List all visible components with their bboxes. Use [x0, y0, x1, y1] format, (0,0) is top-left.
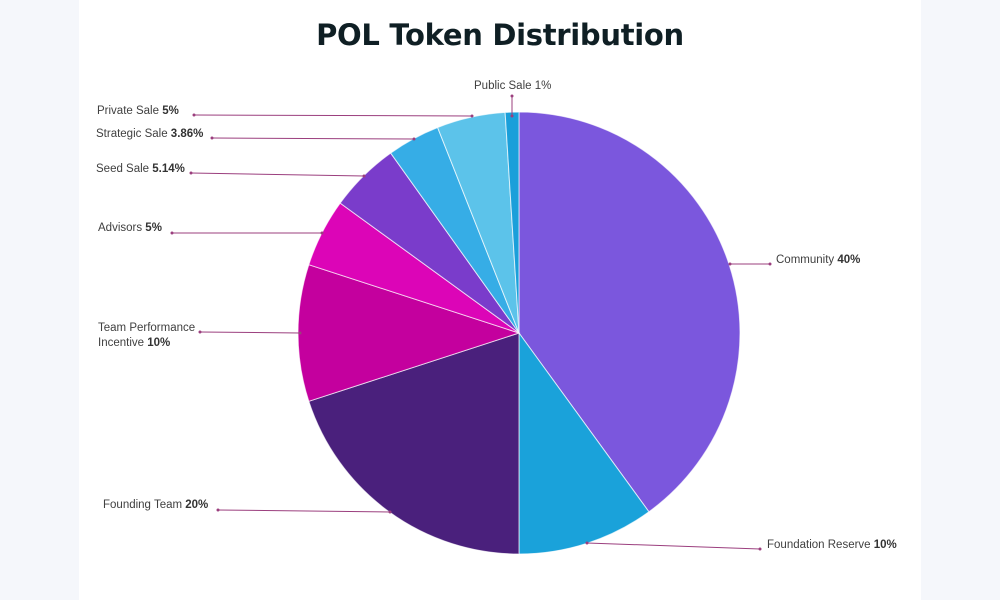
leader-dot	[170, 231, 174, 235]
slice-label-name-line2: Incentive	[98, 337, 148, 349]
leader-line	[199, 331, 301, 334]
leader-line	[586, 542, 761, 550]
leader-dot	[388, 510, 392, 514]
slice-label-team-performance: Team Performance Incentive 10%	[98, 321, 195, 351]
slice-label-name: Seed Sale	[96, 163, 153, 175]
slice-label-private-sale: Private Sale 5%	[97, 104, 179, 119]
leader-dot	[298, 331, 302, 335]
slice-label-percent: 20%	[185, 499, 209, 511]
leader-line	[190, 172, 365, 177]
leader-dot	[189, 171, 193, 175]
slice-label-public-sale: Public Sale 1%	[474, 79, 551, 94]
slice-label-percent: 10%	[147, 337, 171, 349]
slice-label-percent: 10%	[873, 539, 897, 551]
slice-label-percent: 40%	[837, 254, 861, 266]
slice-label-seed-sale: Seed Sale 5.14%	[96, 162, 185, 177]
leader-line	[217, 509, 391, 513]
slice-label-name: Founding Team	[103, 499, 186, 511]
leader-dot	[728, 262, 732, 266]
leader-dot	[216, 508, 220, 512]
slice-label-percent: 5.14%	[152, 163, 185, 175]
slice-label-percent: 5%	[145, 222, 162, 234]
leader-line	[211, 137, 415, 140]
slice-label-name: Public Sale 1%	[474, 80, 552, 92]
chart-title: POL Token Distribution	[316, 18, 684, 52]
leader-line	[193, 114, 473, 117]
slice-label-percent: 3.86%	[170, 128, 204, 140]
slice-label-foundation-reserve: Foundation Reserve 10%	[767, 538, 897, 553]
slice-label-name: Team Performance	[98, 322, 196, 334]
leader-dot	[758, 547, 762, 551]
leader-dot	[320, 231, 324, 235]
slice-label-name: Strategic Sale	[96, 128, 171, 140]
leader-dot	[412, 137, 416, 141]
leader-dot	[768, 262, 772, 266]
slice-label-percent: 5%	[162, 105, 179, 117]
slice-label-strategic-sale: Strategic Sale 3.86%	[96, 127, 203, 142]
leader-dot	[192, 113, 196, 117]
leader-dot	[470, 114, 474, 118]
leader-dot	[198, 330, 202, 334]
slice-label-name: Foundation Reserve	[767, 539, 874, 551]
leader-dot	[210, 136, 214, 140]
leader-dot	[585, 541, 589, 545]
slice-label-advisors: Advisors 5%	[98, 221, 162, 236]
leader-dot	[510, 114, 514, 118]
leader-dot	[362, 174, 366, 178]
slice-label-name: Advisors	[98, 222, 146, 234]
slice-label-founding-team: Founding Team 20%	[103, 498, 208, 513]
slice-label-name: Community	[776, 254, 838, 266]
slice-label-name: Private Sale	[97, 105, 163, 117]
leader-dot	[510, 94, 514, 98]
slice-label-community: Community 40%	[776, 253, 860, 268]
